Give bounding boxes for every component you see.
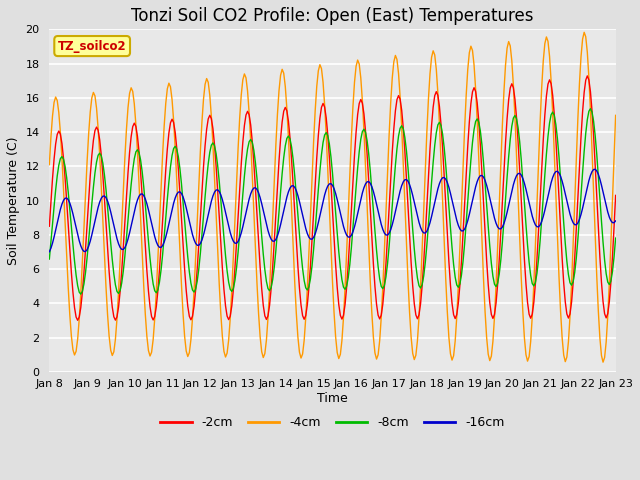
Title: Tonzi Soil CO2 Profile: Open (East) Temperatures: Tonzi Soil CO2 Profile: Open (East) Temp…: [131, 7, 534, 25]
Y-axis label: Soil Temperature (C): Soil Temperature (C): [7, 136, 20, 265]
X-axis label: Time: Time: [317, 392, 348, 405]
Legend: -2cm, -4cm, -8cm, -16cm: -2cm, -4cm, -8cm, -16cm: [156, 411, 509, 434]
Text: TZ_soilco2: TZ_soilco2: [58, 39, 127, 52]
